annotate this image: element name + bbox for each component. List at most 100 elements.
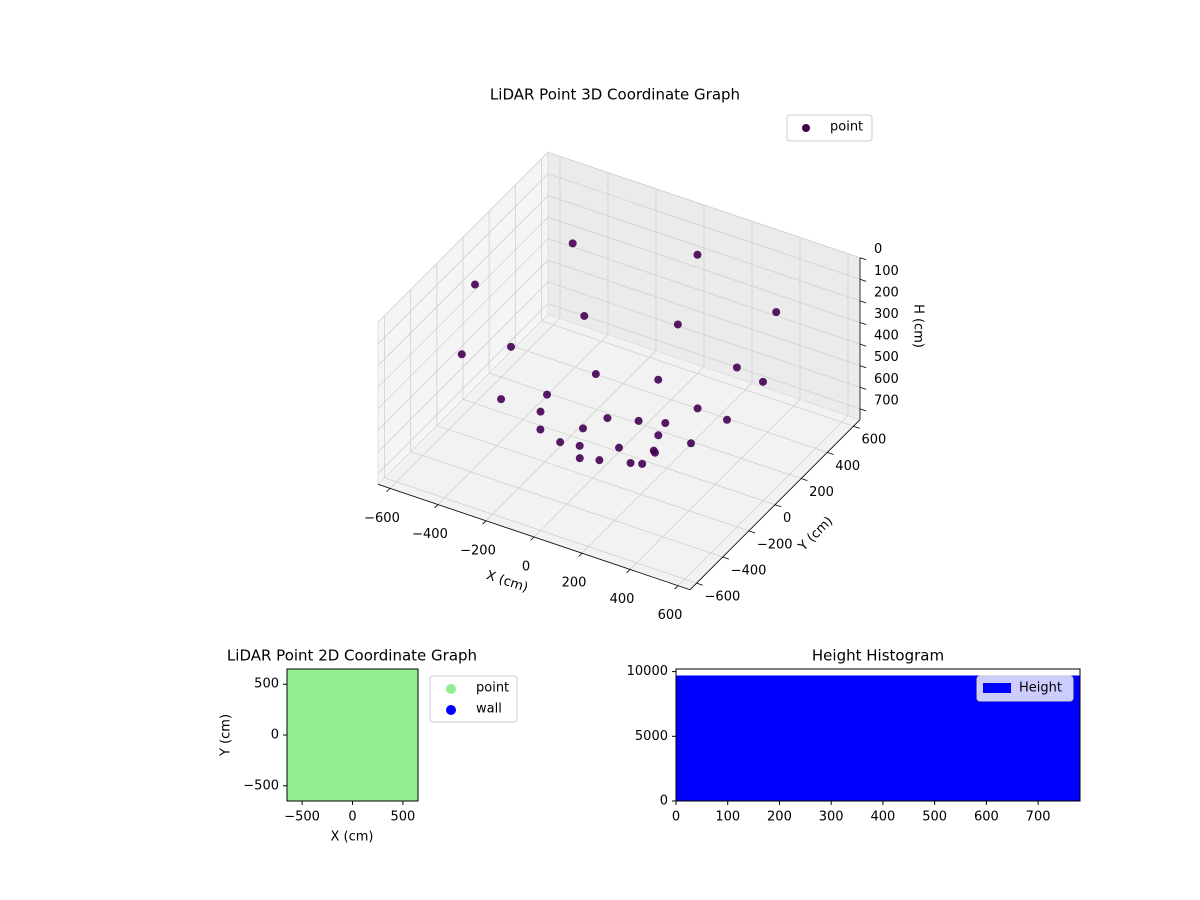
tick-mark	[853, 425, 860, 429]
point	[638, 459, 647, 468]
legend-box	[976, 675, 1074, 702]
x-tick-label: 700	[1026, 810, 1051, 825]
z-tick-label: 100	[874, 264, 899, 279]
x-tick-label: 0	[348, 810, 356, 825]
tick-mark	[859, 365, 867, 369]
y-tick-label: 500	[254, 677, 279, 692]
z-tick-label: 0	[874, 242, 882, 257]
point	[580, 311, 589, 320]
y-tick-label: 200	[809, 485, 834, 500]
legend-label: point	[476, 681, 509, 696]
grid-line	[547, 195, 861, 302]
chart-title: Height Histogram	[812, 647, 944, 665]
point	[397, 669, 418, 690]
point	[772, 308, 781, 317]
grid-line	[410, 451, 723, 558]
tick-mark	[386, 488, 391, 493]
grid-line	[377, 238, 549, 409]
x-tick-label: 600	[658, 608, 683, 623]
x-tick-label: 500	[922, 810, 947, 825]
y-axis-label: Y (cm)	[795, 514, 836, 555]
grid-line	[547, 216, 861, 323]
y-tick-label: 400	[835, 459, 860, 474]
point	[595, 456, 604, 465]
tick-mark	[859, 300, 867, 304]
y-tick-label: 0	[783, 511, 791, 526]
point	[732, 363, 741, 372]
grid-line	[489, 372, 802, 479]
y-axis-line	[689, 419, 861, 590]
x-tick-label: −400	[412, 527, 448, 542]
plot-area	[287, 669, 418, 801]
point	[654, 375, 663, 384]
grid-line	[377, 281, 549, 453]
tick-mark	[434, 504, 439, 509]
point	[759, 377, 767, 386]
grid-line	[547, 259, 861, 367]
point	[591, 370, 600, 379]
z-tick-label: 600	[874, 372, 899, 387]
x-axis-line	[377, 483, 691, 591]
grid-line	[515, 346, 828, 453]
chart-title: LiDAR Point 3D Coordinate Graph	[490, 86, 740, 104]
point	[615, 443, 623, 452]
x-tick-label: 400	[610, 592, 635, 607]
legend-box	[786, 114, 873, 142]
point	[497, 395, 506, 404]
point	[575, 454, 584, 463]
tick-mark	[722, 556, 730, 560]
point	[536, 425, 545, 434]
point	[536, 407, 545, 416]
x-tick-label: −500	[284, 810, 320, 825]
tick-mark	[859, 343, 867, 347]
y-tick-label: −200	[757, 537, 793, 552]
x-tick-label: −600	[364, 511, 400, 526]
tick-mark	[859, 322, 867, 325]
point	[507, 342, 515, 351]
tick-mark	[530, 536, 535, 541]
grid-line	[377, 260, 549, 431]
y-tick-label: −400	[731, 564, 767, 579]
point	[626, 459, 635, 468]
grid-line	[377, 173, 549, 345]
z-axis-label: H (cm)	[911, 304, 926, 348]
x-axis-label: X (cm)	[331, 830, 374, 845]
tick-mark	[827, 452, 834, 455]
x-tick-label: 200	[767, 810, 792, 825]
x-tick-label: 500	[390, 810, 415, 825]
legend-marker	[802, 124, 810, 132]
y-tick-label: 10000	[627, 664, 668, 679]
point	[579, 424, 587, 433]
x-tick-label: −200	[460, 543, 496, 558]
point	[568, 239, 577, 248]
grid-line	[462, 398, 776, 506]
point	[687, 439, 695, 448]
point	[471, 280, 479, 289]
legend-marker	[446, 684, 456, 694]
grid-line	[547, 238, 861, 345]
tick-mark	[578, 552, 583, 557]
point	[543, 390, 551, 399]
grid-line	[384, 477, 697, 584]
grid-line	[377, 195, 549, 366]
point	[693, 250, 702, 259]
grid-line	[547, 173, 861, 280]
grid-line	[377, 216, 549, 388]
tick-mark	[696, 582, 703, 586]
legend-label: point	[830, 120, 863, 135]
y-tick-label: −500	[243, 778, 279, 793]
point	[723, 415, 731, 424]
point	[556, 438, 565, 447]
y-tick-label: 600	[861, 433, 886, 448]
x-tick-label: 200	[562, 576, 587, 591]
grid-line	[377, 303, 549, 474]
z-tick-label: 700	[874, 393, 899, 408]
point	[651, 448, 659, 457]
point	[661, 419, 670, 428]
y-tick-label: −600	[705, 590, 741, 605]
point	[693, 404, 702, 413]
tick-mark	[859, 257, 867, 261]
x-tick-label: 100	[715, 810, 740, 825]
x-tick-label: 0	[522, 560, 530, 575]
legend-marker	[446, 705, 456, 715]
